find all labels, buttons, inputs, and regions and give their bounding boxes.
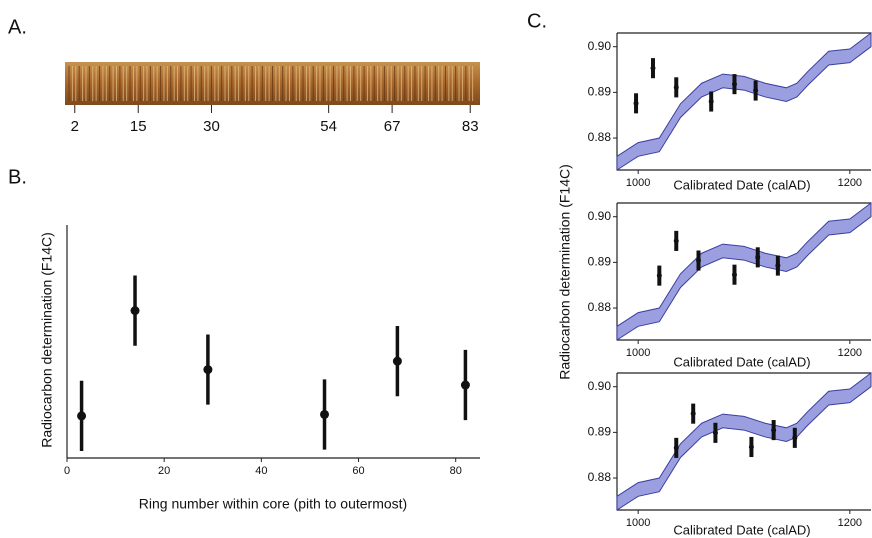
data-point <box>656 273 662 279</box>
y-tick-label: 0.88 <box>588 130 612 144</box>
data-point <box>731 81 737 87</box>
calibration-band <box>616 371 872 511</box>
data-point <box>320 409 330 419</box>
data-point <box>392 356 402 366</box>
data-point <box>633 100 639 106</box>
data-point <box>650 65 656 71</box>
panel-label: C. <box>527 10 547 32</box>
data-point <box>695 258 701 264</box>
data-point <box>203 365 213 375</box>
data-point <box>731 272 737 278</box>
data-point <box>673 84 679 90</box>
data-point <box>690 411 696 417</box>
panel-label: B. <box>8 166 27 188</box>
x-axis-label: Calibrated Date (calAD) <box>673 354 810 369</box>
data-point <box>748 444 754 450</box>
data-point <box>753 88 759 94</box>
data-point <box>775 263 781 269</box>
y-tick-label: 0.89 <box>588 85 612 99</box>
data-point <box>77 411 87 421</box>
tick-label: 54 <box>320 118 337 135</box>
x-axis-label: Calibrated Date (calAD) <box>673 522 810 537</box>
y-tick-label: 0.88 <box>588 470 612 484</box>
y-tick-label: 0.90 <box>588 379 612 393</box>
x-tick-label: 80 <box>450 465 462 477</box>
x-tick-label: 60 <box>352 465 364 477</box>
calibration-band <box>616 31 872 171</box>
y-axis-label: Radiocarbon determination (F14C) <box>39 232 55 448</box>
data-point <box>130 306 140 316</box>
data-point <box>673 445 679 451</box>
y-axis-label: Radiocarbon determination (F14C) <box>557 164 573 380</box>
x-tick-label: 1200 <box>838 347 862 359</box>
data-point <box>755 254 761 260</box>
x-tick-label: 1000 <box>626 177 650 189</box>
y-tick-label: 0.89 <box>588 255 612 269</box>
x-tick-label: 1200 <box>838 177 862 189</box>
x-tick-label: 40 <box>255 465 267 477</box>
y-tick-label: 0.88 <box>588 300 612 314</box>
calibration-band <box>616 201 872 341</box>
x-axis-label: Ring number within core (pith to outermo… <box>139 496 407 512</box>
y-tick-label: 0.90 <box>588 209 612 223</box>
x-tick-label: 20 <box>158 465 170 477</box>
data-point <box>460 380 470 390</box>
data-point <box>712 430 718 436</box>
tick-label: 2 <box>71 118 79 135</box>
y-tick-label: 0.89 <box>588 425 612 439</box>
y-tick-label: 0.90 <box>588 39 612 53</box>
x-tick-label: 1000 <box>626 517 650 529</box>
tick-label: 67 <box>384 118 401 135</box>
data-point <box>708 99 714 104</box>
x-tick-label: 1000 <box>626 347 650 359</box>
x-tick-label: 0 <box>64 465 70 477</box>
data-point <box>792 435 798 441</box>
x-axis-label: Calibrated Date (calAD) <box>673 177 810 192</box>
tick-label: 83 <box>462 118 479 135</box>
data-point <box>771 427 777 433</box>
tick-label: 15 <box>130 118 147 135</box>
panel-label: A. <box>8 16 27 38</box>
data-point <box>673 238 679 244</box>
x-tick-label: 1200 <box>838 517 862 529</box>
tick-label: 30 <box>203 118 220 135</box>
